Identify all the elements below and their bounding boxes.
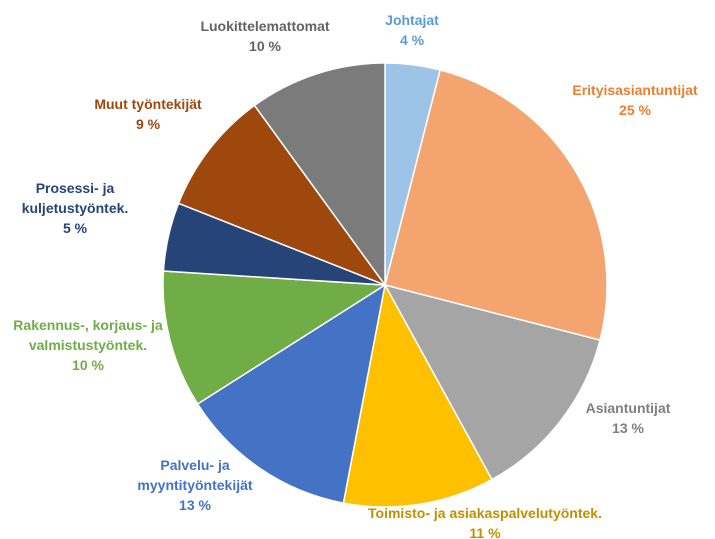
slice-label: Johtajat 4 % [352,10,472,50]
category-name: Prosessi- ja kuljetustyöntek. [21,180,129,216]
value-label: 25 % [619,102,651,118]
value-label: 10 % [249,38,281,54]
value-label: 11 % [469,525,501,539]
value-label: 5 % [62,220,88,236]
category-name: Rakennus-, korjaus- ja valmistustyöntek. [13,317,163,353]
pie-slice [253,62,386,288]
pie-slice [162,270,388,405]
slice-label: Muut työntekijät 9 % [58,94,238,134]
pie-slice [383,283,601,481]
value-label: 10 % [72,357,104,373]
value-label: 4 % [399,32,425,48]
category-name: Toimisto- ja asiakaspalvelutyöntek. [368,505,602,521]
value-label: 13 % [612,420,644,436]
slice-label: Luokittelemattomat 10 % [165,16,365,56]
value-label: 9 % [135,116,161,132]
slice-label: Asiantuntijat 13 % [558,398,698,438]
slice-label: Toimisto- ja asiakaspalvelutyöntek. 11 % [335,503,635,539]
slice-label: Rakennus-, korjaus- ja valmistustyöntek.… [0,315,178,375]
pie-slice [196,283,387,504]
category-name: Johtajat [385,12,439,28]
pie-slice [177,104,388,287]
category-name: Asiantuntijat [585,400,671,416]
slice-label: Palvelu- ja myyntityöntekijät 13 % [115,455,275,515]
category-name: Erityisasiantuntijat [572,82,698,98]
category-name: Luokittelemattomat [200,18,330,34]
category-name: Muut työntekijät [94,96,202,112]
pie-slice [342,282,493,508]
slice-label: Prosessi- ja kuljetustyöntek. 5 % [0,178,150,238]
category-name: Palvelu- ja myyntityöntekijät [137,457,253,493]
pie-slice [384,69,608,342]
slice-label: Erityisasiantuntijat 25 % [545,80,715,120]
value-label: 13 % [179,497,211,513]
